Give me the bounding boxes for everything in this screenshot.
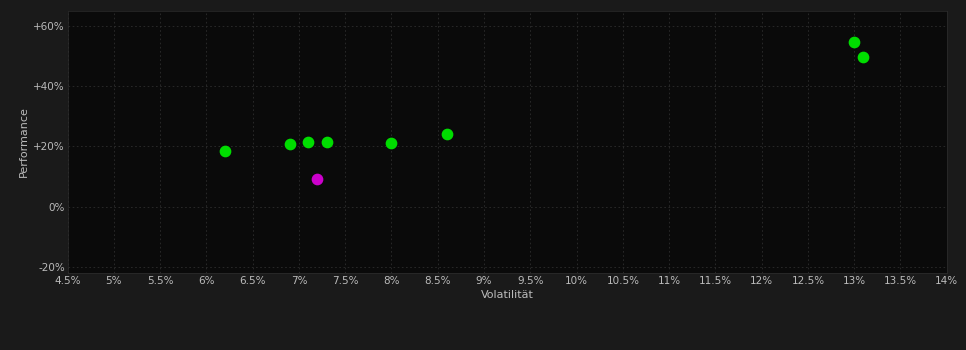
Y-axis label: Performance: Performance [19, 106, 29, 177]
X-axis label: Volatilität: Volatilität [481, 290, 533, 300]
Point [846, 40, 862, 45]
Point [300, 140, 316, 145]
Point [319, 139, 334, 145]
Point [856, 55, 871, 60]
Point [282, 141, 298, 147]
Point [440, 131, 455, 137]
Point [217, 148, 233, 154]
Point [384, 140, 399, 146]
Point [310, 176, 326, 181]
